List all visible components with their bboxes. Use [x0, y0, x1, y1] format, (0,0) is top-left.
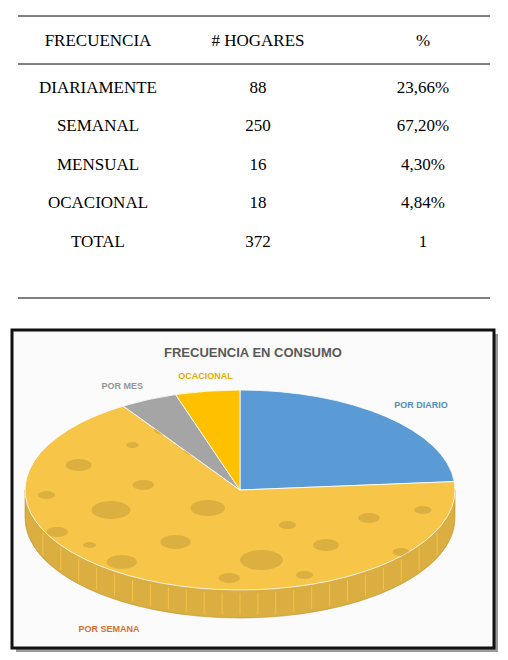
cheese-hole: [92, 501, 131, 519]
table-cell: 23,66%: [397, 78, 449, 97]
table-cell: 372: [245, 232, 271, 251]
cheese-hole: [296, 571, 313, 579]
rim-seam: [275, 592, 276, 614]
slice-labels: POR DIARIO POR SEMANA POR MES OCACIONAL: [79, 371, 448, 633]
chart-title: FRECUENCIA EN CONSUMO: [164, 345, 342, 360]
cheese-hole: [414, 506, 431, 514]
rim-seam: [132, 580, 133, 602]
rim-seam: [204, 592, 205, 614]
cheese-hole: [191, 500, 225, 516]
cheese-hole: [240, 550, 283, 570]
table-cell: MENSUAL: [57, 155, 139, 174]
column-head: # HOGARES: [211, 31, 304, 50]
table-cell: 67,20%: [397, 116, 449, 135]
chart-frame: [12, 330, 494, 648]
cheese-hole: [46, 527, 68, 537]
table-cell: 250: [245, 116, 271, 135]
slice-label: POR MES: [102, 381, 144, 391]
cheese-hole: [83, 542, 96, 548]
page: FRECUENCIA # HOGARES% DIARIAMENTE 88 23,66% S…: [0, 0, 508, 660]
table-cell: DIARIAMENTE: [39, 78, 157, 97]
rim-seam: [114, 574, 115, 596]
table-cell: 1: [419, 232, 428, 251]
rim-seam: [78, 559, 79, 581]
rim-seam: [329, 584, 330, 606]
pie: [25, 390, 455, 590]
rim-seam: [365, 574, 366, 596]
rim-seam: [186, 590, 187, 612]
table-rule: [18, 298, 490, 299]
rim-seam: [347, 580, 348, 602]
rim-seam: [222, 593, 223, 615]
cheese-hole: [66, 459, 92, 471]
cheese-hole: [154, 425, 176, 435]
slice-label: POR SEMANA: [79, 624, 141, 634]
table-cell: 4,30%: [401, 155, 445, 174]
column-head: FRECUENCIA: [45, 31, 152, 50]
rim-seam: [419, 548, 420, 570]
table-cell: SEMANAL: [57, 116, 139, 135]
rim-seam: [257, 593, 258, 615]
rim-seam: [293, 590, 294, 612]
slice-label: POR DIARIO: [394, 400, 448, 410]
rim-seam: [240, 593, 241, 615]
rim-seam: [96, 568, 97, 590]
rim-seam: [383, 568, 384, 590]
cheese-hole: [107, 555, 137, 569]
cheese-hole: [358, 513, 380, 523]
rim-seam: [437, 533, 438, 555]
cheese-hole: [126, 442, 139, 448]
cheese-hole: [219, 573, 241, 583]
table-cell: 16: [250, 155, 267, 174]
rim-seam: [401, 559, 402, 581]
table-rule: [18, 16, 490, 17]
pie-slice: [240, 390, 454, 490]
cheese-holes: [38, 425, 431, 583]
cheese-hole: [160, 535, 190, 549]
rim-seam: [168, 587, 169, 609]
table-rule: [18, 64, 490, 65]
rim-seam: [42, 533, 43, 555]
table-cell: 88: [250, 78, 267, 97]
table-cell: TOTAL: [71, 232, 125, 251]
column-head: %: [416, 31, 430, 50]
rim-seam: [150, 584, 151, 606]
cheese-hole: [133, 480, 155, 490]
table-cell: 18: [250, 193, 267, 212]
cheese-hole: [38, 491, 55, 499]
rim-seam: [311, 587, 312, 609]
table-cell: OCACIONAL: [48, 193, 148, 212]
table: FRECUENCIA # HOGARES% DIARIAMENTE 88 23,66% S…: [18, 16, 490, 298]
cheese-hole: [279, 521, 296, 529]
pie-slice: [176, 390, 240, 490]
rim-seam: [60, 548, 61, 570]
cheese-hole: [393, 548, 410, 556]
table-cell: 4,84%: [401, 193, 445, 212]
cheese-hole: [184, 444, 210, 456]
slice-label: OCACIONAL: [178, 371, 233, 381]
cheese-hole: [313, 539, 339, 551]
